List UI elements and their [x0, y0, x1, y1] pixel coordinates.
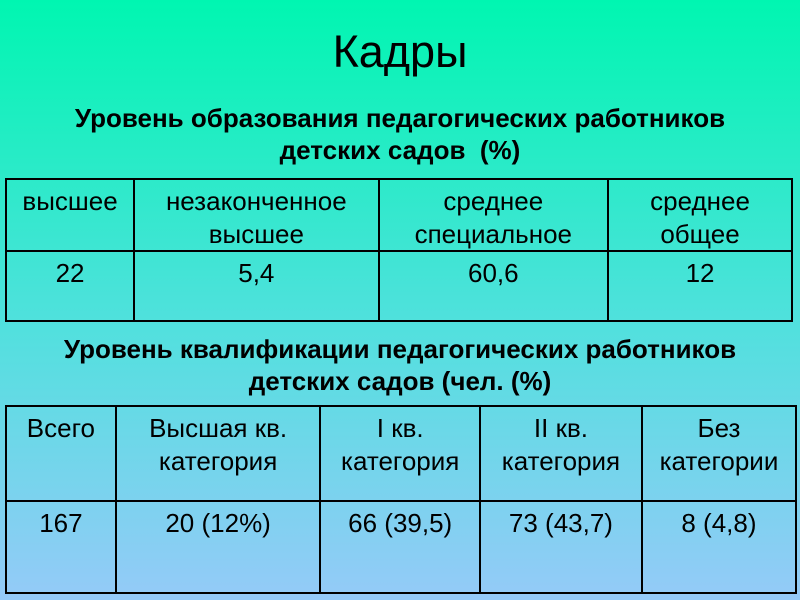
education-table-data-row: 22 5,4 60,6 12 — [4, 250, 793, 322]
qualification-col-header: II кв. категория — [478, 405, 643, 502]
qualification-table-data-row: 167 20 (12%) 66 (39,5) 73 (43,7) 8 (4,8) — [5, 500, 798, 594]
education-table-header-row: высшее незаконченное высшее среднее спец… — [4, 178, 793, 252]
qualification-col-header: Высшая кв. категория — [114, 405, 322, 502]
qualification-section-heading: Уровень квалификации педагогических рабо… — [63, 334, 737, 396]
education-table: высшее незаконченное высшее среднее спец… — [4, 178, 793, 322]
qualification-value-cell: 8 (4,8) — [640, 500, 798, 594]
qualification-value-cell: 73 (43,7) — [478, 500, 643, 594]
education-value-cell: 5,4 — [133, 250, 380, 322]
education-value-cell: 22 — [4, 250, 136, 322]
qualification-value-cell: 20 (12%) — [114, 500, 322, 594]
education-section-heading: Уровень образования педагогических работ… — [74, 103, 726, 165]
qualification-value-cell: 66 (39,5) — [319, 500, 481, 594]
qualification-col-header: Без категории — [640, 405, 798, 502]
education-col-header: высшее — [4, 178, 136, 252]
qualification-value-cell: 167 — [5, 500, 117, 594]
qualification-table-header-row: Всего Высшая кв. категория I кв. категор… — [5, 405, 798, 502]
education-col-header: среднее общее — [607, 178, 793, 252]
education-col-header: среднее специальное — [377, 178, 610, 252]
education-col-header: незаконченное высшее — [133, 178, 380, 252]
qualification-col-header: I кв. категория — [319, 405, 481, 502]
education-value-cell: 12 — [607, 250, 793, 322]
qualification-table: Всего Высшая кв. категория I кв. категор… — [5, 405, 798, 594]
qualification-col-header: Всего — [5, 405, 117, 502]
education-value-cell: 60,6 — [377, 250, 610, 322]
slide-title: Кадры — [332, 26, 468, 77]
